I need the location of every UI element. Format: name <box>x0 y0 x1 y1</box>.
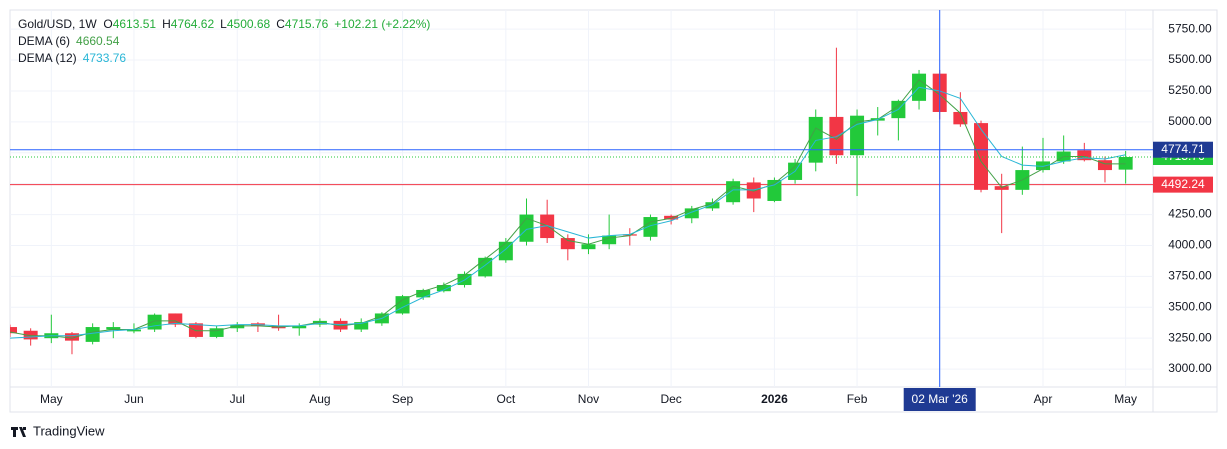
candle-body <box>540 214 555 239</box>
logo-mark <box>11 427 26 437</box>
candle-body <box>519 214 534 242</box>
candle-body <box>684 208 699 219</box>
y-tick-label: 4000.00 <box>1168 238 1212 252</box>
candle-body <box>1036 161 1050 171</box>
candle-body <box>230 324 245 329</box>
x-tick-label: Nov <box>578 392 599 406</box>
x-tick-label: 2026 <box>761 392 788 406</box>
indicator-line <box>10 86 1126 339</box>
axes: 3000.00 3250.00 3500.00 3750.00 4000.00 4250.… <box>40 21 1213 411</box>
candle-body <box>581 244 596 250</box>
x-tick-label: Sep <box>392 392 414 406</box>
crosshair-price-box <box>1153 141 1213 158</box>
x-tick-label: Dec <box>660 392 681 406</box>
x-tick-label: Jul <box>230 392 245 406</box>
change: +102.21 (+2.22%) <box>334 17 431 31</box>
candle-body <box>85 327 100 342</box>
ohlc-label: L <box>220 17 227 31</box>
candle-body <box>416 289 431 298</box>
indicator-legend: DEMA (6) 4660.54 DEMA (12) 4733.76 <box>18 33 436 67</box>
candle-body <box>726 181 741 203</box>
candle-body <box>994 186 1009 190</box>
x-tick-label: 02 Mar '26 <box>912 392 969 406</box>
legend-name: DEMA (6) <box>18 34 71 48</box>
x-tick-label: May <box>1114 392 1137 406</box>
candle-body <box>622 234 637 236</box>
candle-body <box>168 313 183 325</box>
y-tick-label: 3500.00 <box>1168 299 1212 313</box>
y-tick-label: 5750.00 <box>1168 21 1212 35</box>
crosshair-date-box <box>903 388 976 411</box>
x-tick-label: Aug <box>309 392 330 406</box>
candle-body <box>106 327 121 330</box>
candle-body <box>64 333 79 341</box>
y-tick-label: 3000.00 <box>1168 361 1212 375</box>
frame <box>9 9 1218 413</box>
candle-body <box>602 235 617 245</box>
crosshair-price-label: 4774.71 <box>1161 142 1205 156</box>
legend-entry: DEMA (6) 4660.54 <box>18 33 436 50</box>
ohlc-label: C <box>276 17 285 31</box>
x-tick-label: Apr <box>1034 392 1053 406</box>
ohlc-value: 4500.68 <box>226 17 271 31</box>
x-tick-label: Oct <box>497 392 516 406</box>
candle-body <box>560 238 575 250</box>
x-tick-label: Jun <box>124 392 143 406</box>
candle-body <box>1077 150 1092 161</box>
plot <box>10 10 1153 387</box>
candle-body <box>664 215 679 220</box>
candle-body <box>705 202 720 209</box>
legend-entry: DEMA (12) 4733.76 <box>18 50 436 67</box>
ohlc-value: 4715.76 <box>284 17 329 31</box>
candle-body <box>478 257 493 277</box>
candle-body <box>829 116 844 156</box>
y-tick-label: 4250.00 <box>1168 207 1212 221</box>
candle-body <box>126 329 141 332</box>
candle-body <box>1097 160 1112 171</box>
candle-body <box>1118 156 1133 170</box>
legend-value: 4660.54 <box>76 34 120 48</box>
candle-body <box>850 115 865 156</box>
candle-body <box>746 182 761 199</box>
price-line-label: 4492.24 <box>1161 177 1205 191</box>
ohlc-value: 4613.51 <box>112 17 157 31</box>
y-tick-label: 3750.00 <box>1168 269 1212 283</box>
legend-name: DEMA (12) <box>18 51 77 65</box>
y-tick-label: 3250.00 <box>1168 330 1212 344</box>
candle-body <box>312 320 327 325</box>
y-tick-label: 5250.00 <box>1168 83 1212 97</box>
candle-body <box>23 330 38 340</box>
symbol: Gold/USD, 1W <box>18 17 97 31</box>
candle-body <box>354 322 369 330</box>
ohlc-label: O <box>103 17 113 31</box>
candle-body <box>292 325 307 329</box>
candle-body <box>10 327 17 334</box>
legend: Gold/USD, 1W O4613.51 H4764.62 L4500.68 C47… <box>18 16 436 67</box>
candle-body <box>436 285 451 292</box>
candle-body <box>188 323 203 337</box>
x-tick-label: Feb <box>847 392 868 406</box>
price-line-box <box>1153 176 1213 193</box>
candle-body <box>974 123 989 190</box>
candle-body <box>333 320 348 330</box>
y-tick-label: 5000.00 <box>1168 114 1212 128</box>
x-tick-label: May <box>40 392 63 406</box>
legend-value: 4733.76 <box>82 51 127 65</box>
ohlc-label: H <box>162 17 171 31</box>
ohlc-value: 4764.62 <box>170 17 215 31</box>
brand: TradingView <box>33 423 105 438</box>
candle-body <box>643 217 658 237</box>
candle-body <box>808 116 823 163</box>
logo: TradingView <box>11 423 105 438</box>
y-tick-label: 5500.00 <box>1168 52 1212 66</box>
candle-body <box>457 273 472 286</box>
candle-body <box>209 328 224 337</box>
ohlc-row: Gold/USD, 1W O4613.51 H4764.62 L4500.68 C47… <box>18 16 436 33</box>
candle-body <box>147 314 162 330</box>
